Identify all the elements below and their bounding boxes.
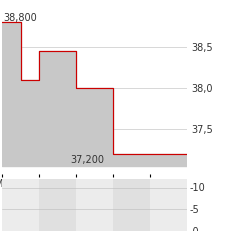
Bar — [39, 179, 76, 231]
Text: 38,0: 38,0 — [192, 83, 213, 93]
Text: 38,5: 38,5 — [192, 43, 213, 52]
Text: -0: -0 — [190, 226, 199, 231]
Bar — [2, 179, 39, 231]
Text: -10: -10 — [190, 183, 206, 193]
Text: 37,5: 37,5 — [192, 124, 213, 134]
Text: 38,800: 38,800 — [4, 13, 37, 23]
Text: 37,200: 37,200 — [71, 154, 105, 164]
Bar — [113, 179, 150, 231]
Text: -5: -5 — [190, 204, 200, 214]
Bar — [150, 179, 187, 231]
Bar — [76, 179, 113, 231]
